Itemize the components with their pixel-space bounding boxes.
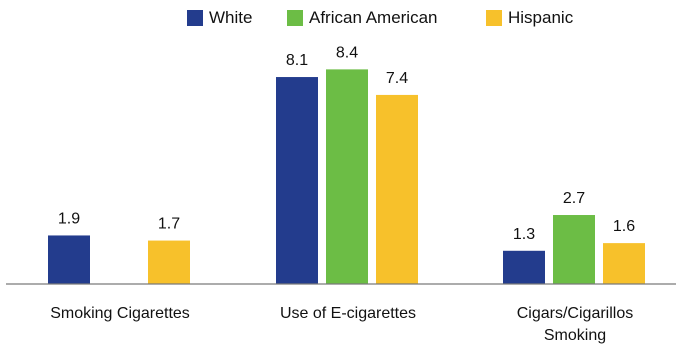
data-label-cigars-cigarillos-smoking-african-american: 2.7 [563, 190, 585, 207]
bar-use-of-e-cigarettes-hispanic [376, 94, 418, 285]
legend-swatch-white [187, 10, 203, 26]
legend-label-hispanic: Hispanic [508, 8, 574, 27]
bar-use-of-e-cigarettes-white [276, 77, 318, 284]
legend-swatch-african-american [287, 10, 303, 26]
data-label-cigars-cigarillos-smoking-hispanic: 1.6 [613, 218, 635, 235]
category-label-cigars-cigarillos-smoking: Cigars/Cigarillos Smoking [517, 305, 633, 344]
bar-cigars-cigarillos-smoking-hispanic [603, 243, 645, 284]
data-label-use-of-e-cigarettes-african-american: 8.4 [336, 44, 358, 61]
data-label-cigars-cigarillos-smoking-white: 1.3 [513, 226, 535, 243]
category-labels: Smoking Cigarettes Use of E-cigarettes Cig… [50, 305, 633, 344]
legend: White African American Hispanic [187, 8, 574, 27]
data-label-smoking-cigarettes-white: 1.9 [58, 210, 80, 227]
data-label-smoking-cigarettes-hispanic: 1.7 [158, 216, 180, 233]
category-label-line: Smoking Cigarettes [50, 305, 190, 322]
category-label-use-of-e-cigarettes: Use of E-cigarettes [280, 305, 416, 322]
category-label-smoking-cigarettes: Smoking Cigarettes [50, 305, 190, 322]
data-label-use-of-e-cigarettes-hispanic: 7.4 [386, 70, 408, 87]
legend-label-african-american: African American [309, 8, 438, 27]
bar-cigars-cigarillos-smoking-african-american [553, 215, 595, 284]
category-label-line: Smoking [544, 327, 606, 344]
data-label-use-of-e-cigarettes-white: 8.1 [286, 52, 308, 69]
bar-use-of-e-cigarettes-african-american [326, 69, 368, 284]
legend-swatch-hispanic [486, 10, 502, 26]
category-label-line: Use of E-cigarettes [280, 305, 416, 322]
bar-smoking-cigarettes-white [48, 235, 90, 284]
category-label-line: Cigars/Cigarillos [517, 305, 633, 322]
bar-smoking-cigarettes-hispanic [148, 240, 190, 284]
bar-cigars-cigarillos-smoking-white [503, 250, 545, 284]
legend-label-white: White [209, 8, 252, 27]
bars-group: 1.9 1.7 8.1 8.4 7.4 1.3 2.7 1.6 [48, 44, 645, 285]
